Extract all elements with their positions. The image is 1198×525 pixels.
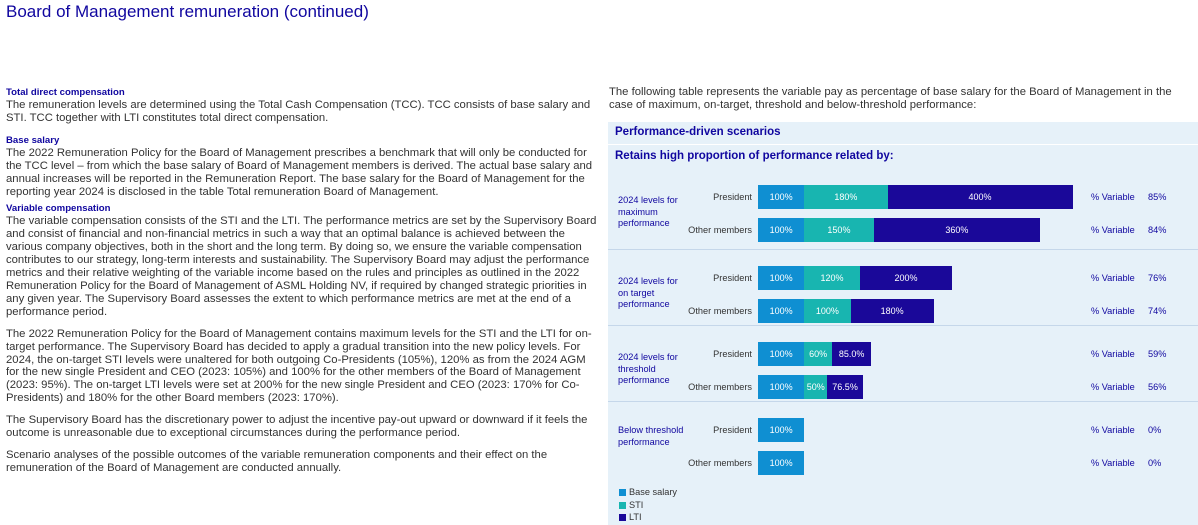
bar-segment-base: 100%: [758, 299, 805, 323]
legend-item-base-salary: Base salary: [619, 486, 677, 499]
body-text-column: Total direct compensation The remunerati…: [6, 86, 598, 484]
bar-segment-lti: 180%: [850, 299, 934, 323]
variable-value: 56%: [1148, 382, 1167, 392]
scenario-group-label: 2024 levels for on target performance: [618, 276, 678, 309]
scenario-group: Below threshold performance President 100%…: [608, 401, 1198, 486]
legend-item-sti: STI: [619, 499, 677, 512]
stacked-bar: 100% 120% 200%: [758, 266, 953, 290]
row-label: Other members: [688, 306, 752, 316]
bar-segment-sti: 50%: [804, 375, 828, 399]
stacked-bar: 100% 50% 76.5%: [758, 375, 863, 399]
row-label: Other members: [688, 382, 752, 392]
page-title: Board of Management remuneration (contin…: [6, 2, 369, 21]
bar-segment-sti: 120%: [804, 266, 860, 290]
stacked-bar: 100% 100% 180%: [758, 299, 934, 323]
row-label: Other members: [688, 225, 752, 235]
row-label: President: [713, 425, 752, 435]
stacked-bar: 100%: [758, 451, 805, 475]
legend-swatch-lti: [619, 514, 626, 522]
stacked-bar: 100% 150% 360%: [758, 218, 1041, 242]
bar-segment-base: 100%: [758, 185, 805, 209]
panel-subtitle: Retains high proportion of performance r…: [615, 150, 894, 162]
bar-segment-sti: 180%: [804, 185, 888, 209]
variable-label: % Variable: [1091, 425, 1135, 435]
scenario-group: 2024 levels for maximum performance Presi…: [608, 169, 1198, 249]
scenario-group-label: 2024 levels for maximum performance: [618, 195, 678, 228]
variable-label: % Variable: [1091, 349, 1135, 359]
bar-segment-base: 100%: [758, 375, 805, 399]
chart-legend: Base salary STI LTI: [619, 486, 677, 524]
legend-label-lti: LTI: [629, 512, 642, 523]
variable-label: % Variable: [1091, 382, 1135, 392]
paragraph-base-salary: The 2022 Remuneration Policy for the Boa…: [6, 146, 593, 198]
legend-label-base-salary: Base salary: [629, 487, 678, 497]
legend-label-sti: STI: [629, 499, 644, 510]
bar-segment-lti: 76.5%: [827, 375, 863, 399]
bar-segment-base: 100%: [758, 418, 805, 442]
scenario-group: 2024 levels for on target performance Pre…: [608, 249, 1198, 326]
paragraph-variable-compensation-4: Scenario analyses of the possible outcom…: [6, 448, 548, 474]
scenario-group-label: Below threshold performance: [618, 425, 684, 447]
row-label: President: [713, 349, 752, 359]
stacked-bar: 100% 180% 400%: [758, 185, 1073, 209]
scenario-group-label: 2024 levels for threshold performance: [618, 352, 678, 385]
variable-label: % Variable: [1091, 458, 1135, 468]
bar-segment-base: 100%: [758, 342, 805, 366]
variable-value: 74%: [1148, 306, 1167, 316]
stacked-bar: 100%: [758, 418, 805, 442]
variable-label: % Variable: [1091, 192, 1135, 202]
bar-segment-lti: 400%: [887, 185, 1073, 209]
bar-segment-sti: 100%: [804, 299, 851, 323]
row-label: President: [713, 192, 752, 202]
variable-value: 0%: [1148, 458, 1162, 468]
stacked-bar: 100% 60% 85.0%: [758, 342, 872, 366]
bar-segment-base: 100%: [758, 451, 805, 475]
table-intro-text: The following table represents the varia…: [609, 86, 1172, 112]
paragraph-variable-compensation-2: The 2022 Remuneration Policy for the Boa…: [6, 327, 592, 405]
variable-value: 85%: [1148, 192, 1167, 202]
bar-segment-sti: 60%: [804, 342, 832, 366]
bar-segment-lti: 85.0%: [832, 342, 872, 366]
scenario-group: 2024 levels for threshold performance Pre…: [608, 325, 1198, 402]
bar-segment-base: 100%: [758, 218, 805, 242]
variable-label: % Variable: [1091, 306, 1135, 316]
variable-label: % Variable: [1091, 273, 1135, 283]
row-label: Other members: [688, 458, 752, 468]
bar-segment-lti: 200%: [859, 266, 953, 290]
variable-value: 0%: [1148, 425, 1162, 435]
row-label: President: [713, 273, 752, 283]
legend-swatch-sti: [619, 501, 626, 509]
panel-divider: [608, 144, 1198, 145]
paragraph-variable-compensation-3: The Supervisory Board has the discretion…: [6, 414, 588, 440]
section-heading-variable-compensation: Variable compensation: [6, 203, 111, 215]
bar-segment-lti: 360%: [873, 218, 1041, 242]
bar-segment-base: 100%: [758, 266, 805, 290]
variable-value: 84%: [1148, 225, 1167, 235]
panel-title: Performance-driven scenarios: [615, 126, 781, 138]
paragraph-variable-compensation-1: The variable compensation consists of th…: [6, 215, 597, 318]
variable-value: 76%: [1148, 273, 1167, 283]
paragraph-total-direct-compensation: The remuneration levels are determined u…: [6, 99, 591, 124]
variable-value: 59%: [1148, 349, 1167, 359]
variable-label: % Variable: [1091, 225, 1135, 235]
legend-swatch-base-salary: [619, 488, 626, 496]
legend-item-lti: LTI: [619, 511, 677, 524]
bar-segment-sti: 150%: [804, 218, 874, 242]
section-heading-base-salary: Base salary: [6, 134, 60, 146]
section-heading-total-direct-compensation: Total direct compensation: [6, 87, 125, 98]
